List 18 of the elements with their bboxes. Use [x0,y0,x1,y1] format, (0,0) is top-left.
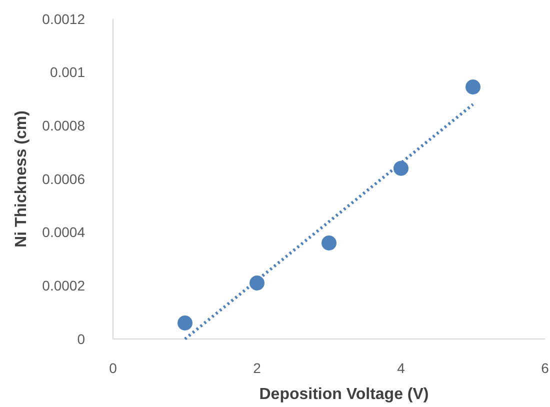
point [250,276,264,290]
point [322,236,336,250]
y-tick-label: 0.0012 [42,10,86,27]
point [466,80,480,94]
y-tick-label: 0.0002 [42,278,86,294]
point [394,160,408,176]
y-tick-label: 0.0006 [42,170,86,187]
x-axis-title: Deposition Voltage (V) [259,386,429,403]
y-axis-title: Ni Thickness (cm) [13,110,30,248]
x-tick-label: 2 [253,360,262,376]
y-tick-label: 0.0008 [42,118,86,134]
y-tick-label: 0.001 [50,64,86,80]
x-tick-label: 6 [541,360,550,376]
x-tick-label: 0 [109,360,118,376]
y-tick-label: 0 [77,330,86,347]
point [178,316,192,330]
y-tick-label: 0.0004 [42,224,86,240]
x-tick-label: 4 [397,360,406,376]
